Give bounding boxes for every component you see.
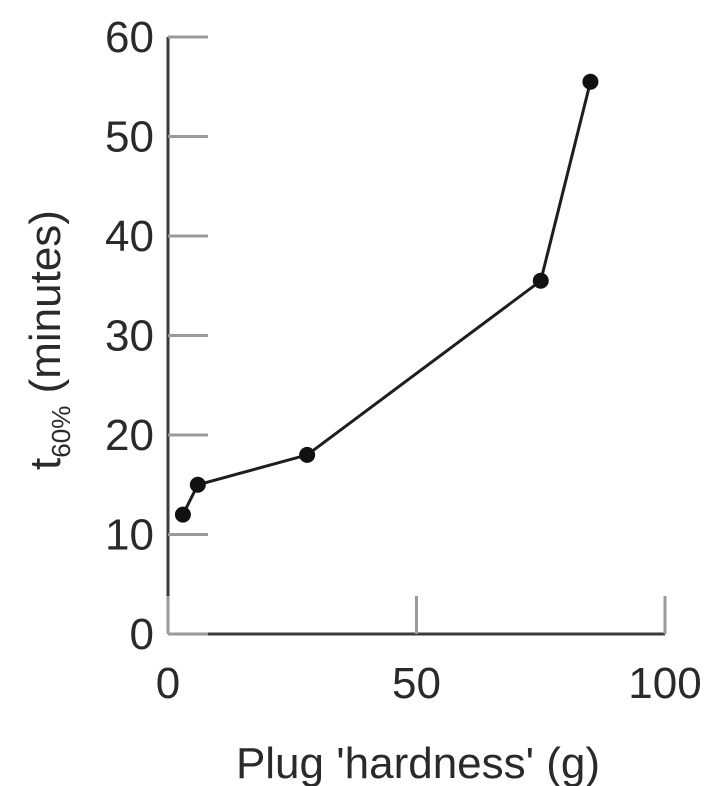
series-line xyxy=(181,81,592,516)
y-axis-title-main: t xyxy=(21,458,70,470)
y-axis-title-rest: (minutes) xyxy=(21,210,70,406)
chart-ticks: 0 10 20 30 40 50 60 0 50 100 xyxy=(105,13,702,708)
data-point xyxy=(299,446,316,463)
x-tick-label: 0 xyxy=(156,659,180,708)
y-axis-title-subscript: 60% xyxy=(46,406,76,458)
data-point xyxy=(532,272,549,289)
y-tick-label: 40 xyxy=(105,212,154,261)
chart-axes xyxy=(166,37,665,636)
y-tick-label: 50 xyxy=(105,113,154,162)
x-tick-label: 50 xyxy=(392,659,441,708)
data-point xyxy=(189,476,206,493)
data-point xyxy=(174,506,191,523)
data-point xyxy=(582,73,599,90)
y-tick-label: 60 xyxy=(105,13,154,62)
x-axis-title: Plug 'hardness' (g) xyxy=(236,739,600,786)
y-tick-label: 0 xyxy=(130,610,154,659)
chart-series xyxy=(174,73,599,523)
x-tick-label: 100 xyxy=(628,659,701,708)
y-tick-label: 30 xyxy=(105,312,154,361)
y-tick-label: 10 xyxy=(105,511,154,560)
y-tick-label: 20 xyxy=(105,411,154,460)
y-axis-title: t60% (minutes) xyxy=(21,210,76,470)
